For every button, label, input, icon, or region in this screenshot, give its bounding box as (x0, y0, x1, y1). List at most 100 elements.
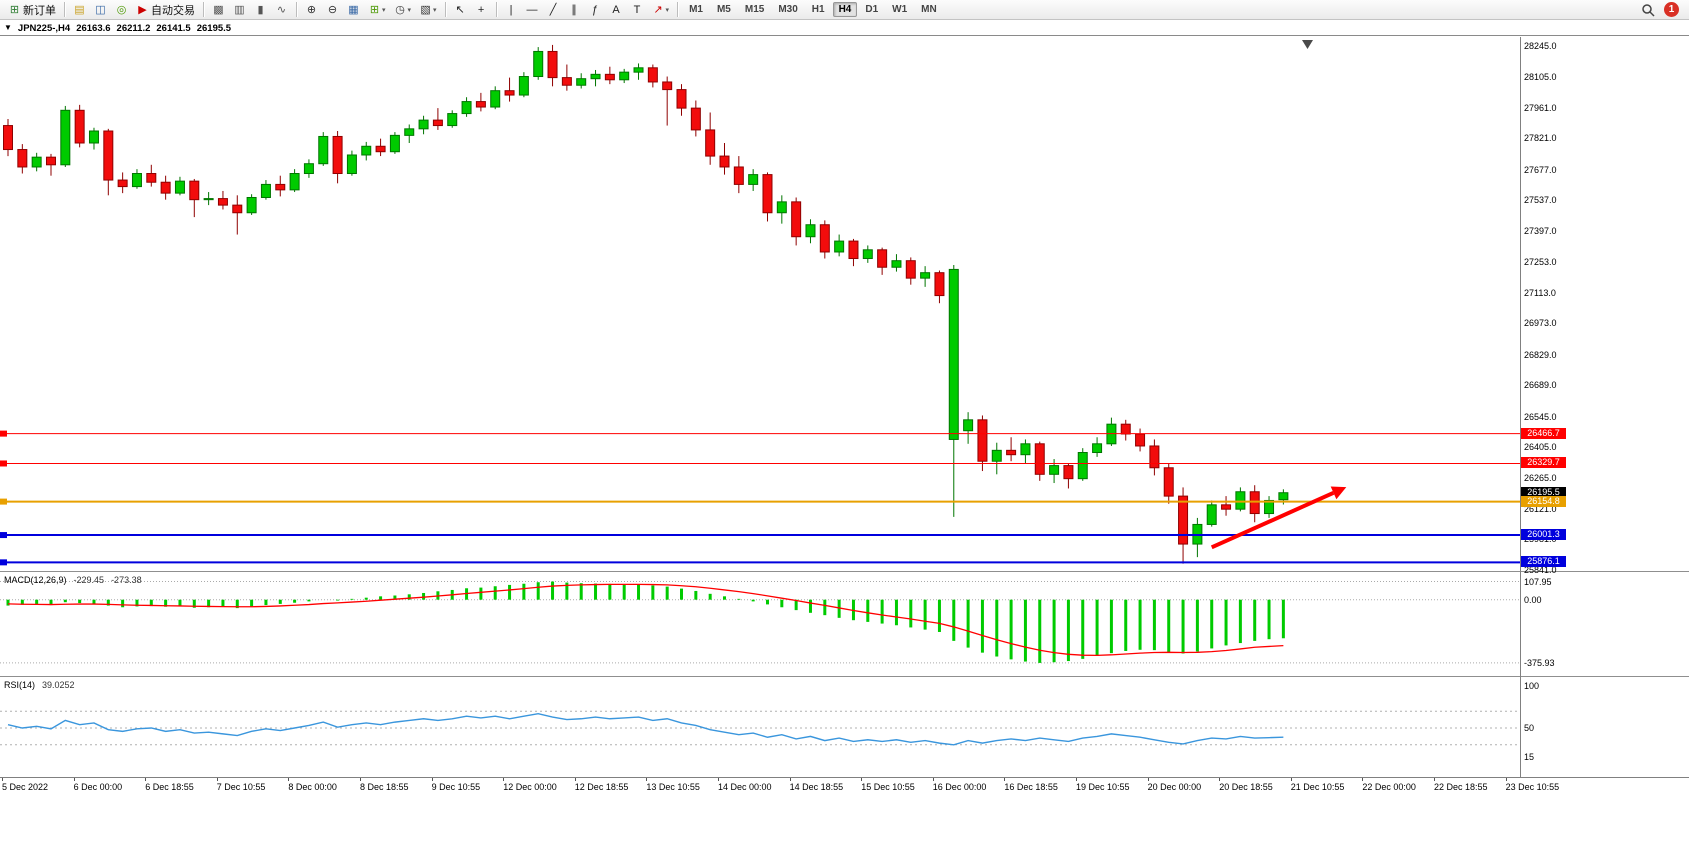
horizontal-lines-layer[interactable] (0, 430, 1520, 566)
price-axis-label: 26689.0 (1524, 380, 1557, 391)
toolbar-separator (64, 2, 65, 17)
rsi-canvas[interactable] (0, 678, 1520, 776)
line-anchor-marker[interactable] (0, 430, 7, 437)
time-axis-label: 23 Dec 10:55 (1505, 782, 1560, 792)
text-button[interactable]: A (606, 1, 627, 19)
time-axis-label: 22 Dec 18:55 (1434, 782, 1488, 792)
toolbar-right-group: 1 (1637, 1, 1685, 19)
price-axis-label: 26829.0 (1524, 349, 1557, 360)
line-chart-button[interactable]: ∿ (271, 1, 292, 19)
time-axis-label: 9 Dec 10:55 (431, 782, 481, 792)
bar-chart-button[interactable]: ▥ (229, 1, 250, 19)
channel-icon: ∥ (571, 3, 577, 16)
dropdown-caret-icon: ▾ (407, 6, 412, 14)
rsi-scale-label: 15 (1524, 752, 1535, 763)
price-axis-label: 27253.0 (1524, 257, 1557, 268)
price-axis-label: 28245.0 (1524, 41, 1557, 51)
price-badge: 26329.7 (1521, 457, 1566, 469)
period-button-m1[interactable]: M1 (689, 4, 703, 15)
vertical-line-icon: | (509, 3, 513, 16)
chart-shift-marker-icon[interactable] (1302, 40, 1313, 49)
price-chart-canvas[interactable] (0, 37, 1520, 573)
panel-splitter[interactable] (0, 676, 1689, 677)
time-axis[interactable]: 5 Dec 2022 6 Dec 00:00 6 Dec 18:55 7 Dec 10… (0, 777, 1689, 797)
line-anchor-marker[interactable] (0, 498, 7, 505)
time-axis-label: 22 Dec 00:00 (1362, 782, 1416, 792)
rsi-line (7, 713, 1284, 746)
zoom-out-icon: ⊖ (327, 3, 338, 16)
time-axis-tick (288, 778, 290, 781)
period-button-w1[interactable]: W1 (892, 4, 908, 15)
channel-button[interactable]: ∥ (564, 1, 585, 19)
fibonacci-button[interactable]: ƒ (585, 1, 606, 19)
rsi-name: RSI(14) (4, 680, 36, 690)
templates-button[interactable]: ▧ ▾ (415, 1, 441, 19)
new-chart-button[interactable]: ▩ (208, 1, 229, 19)
period-button-mn[interactable]: MN (921, 4, 937, 15)
text-icon: A (612, 3, 620, 16)
symbol-dropdown-icon[interactable]: ▼ (4, 23, 12, 32)
line-anchor-marker[interactable] (0, 532, 7, 539)
candlestick-chart-button[interactable]: ▮ (250, 1, 271, 19)
autotrading-button[interactable]: ▶ 自动交易 (132, 1, 199, 19)
arrow-annotation[interactable] (1210, 486, 1347, 550)
navigator-button[interactable]: ◎ (111, 1, 132, 19)
tile-windows-icon: ▦ (348, 3, 359, 16)
notification-badge[interactable]: 1 (1664, 2, 1679, 17)
dropdown-caret-icon: ▾ (665, 6, 670, 14)
line-anchor-marker[interactable] (0, 460, 7, 467)
arrows-button[interactable]: ↗ ▾ (648, 1, 674, 19)
fibonacci-icon: ƒ (591, 3, 599, 16)
toolbar-separator (203, 2, 204, 17)
period-button-h1[interactable]: H1 (811, 4, 825, 15)
profiles-button[interactable]: ▤ (69, 1, 90, 19)
text-label-icon: T (633, 3, 641, 16)
new-order-button-label: 新订单 (23, 4, 56, 17)
market-watch-button[interactable]: ◫ (90, 1, 111, 19)
line-anchor-marker[interactable] (0, 559, 7, 566)
cursor-icon: ↖ (455, 3, 465, 16)
crosshair-button[interactable]: + (471, 1, 492, 19)
cursor-button[interactable]: ↖ (450, 1, 471, 19)
panel-splitter[interactable] (0, 571, 1689, 572)
time-axis-label: 8 Dec 18:55 (360, 782, 409, 792)
time-axis-label: 20 Dec 00:00 (1147, 782, 1202, 792)
period-button-d1[interactable]: D1 (865, 4, 879, 15)
text-label-button[interactable]: T (627, 1, 648, 19)
period-button-m5[interactable]: M5 (716, 4, 731, 15)
macd-main-value: -229.45 (73, 575, 105, 585)
price-axis-label: 26405.0 (1524, 442, 1557, 453)
price-axis-label: 28105.0 (1524, 71, 1557, 82)
horizontal-line-button[interactable]: — (522, 1, 543, 19)
main-toolbar: ⊞ 新订单 ▤ ◫ ◎ ▶ 自动交易 ▩ ▥ ▮ ∿ ⊕ ⊖ ▦ ⊞ ▾ ◷ ▾ ▧ ▾ ↖ + | — ╱ ∥ ƒ A T ↗ ▾ M1 M… (0, 0, 1689, 20)
time-axis-label: 12 Dec 00:00 (503, 782, 557, 792)
period-button-m15[interactable]: M15 (744, 4, 765, 15)
time-axis-tick (503, 778, 505, 781)
new-order-button[interactable]: ⊞ 新订单 (4, 1, 60, 19)
time-axis-tick (932, 778, 934, 781)
autotrading-icon: ▶ (138, 3, 147, 16)
indicators-icon: ⊞ (369, 3, 380, 16)
period-button-h4[interactable]: H4 (832, 2, 858, 17)
rsi-indicator-label: RSI(14) 39.0252 (4, 680, 75, 690)
macd-signal-value: -273.38 (111, 575, 142, 585)
price-axis-label: 27821.0 (1524, 133, 1557, 144)
profiles-icon: ▤ (74, 3, 85, 16)
time-axis-tick (861, 778, 863, 781)
trendline-button[interactable]: ╱ (543, 1, 564, 19)
indicators-button[interactable]: ⊞ ▾ (364, 1, 390, 19)
period-button-m30[interactable]: M30 (778, 4, 798, 15)
price-axis-label: 26121.0 (1524, 503, 1557, 514)
search-button[interactable] (1637, 1, 1659, 19)
time-axis-tick (145, 778, 147, 781)
timeframes-button[interactable]: ◷ ▾ (390, 1, 416, 19)
vertical-line-button[interactable]: | (501, 1, 522, 19)
time-axis-label: 7 Dec 10:55 (216, 782, 266, 792)
macd-canvas[interactable] (0, 573, 1520, 675)
zoom-out-button[interactable]: ⊖ (322, 1, 343, 19)
rsi-scale-label: 50 (1524, 723, 1535, 733)
search-icon (1642, 3, 1655, 17)
tile-windows-button[interactable]: ▦ (343, 1, 364, 19)
zoom-in-button[interactable]: ⊕ (301, 1, 322, 19)
price-badge: 26154.8 (1521, 495, 1566, 507)
